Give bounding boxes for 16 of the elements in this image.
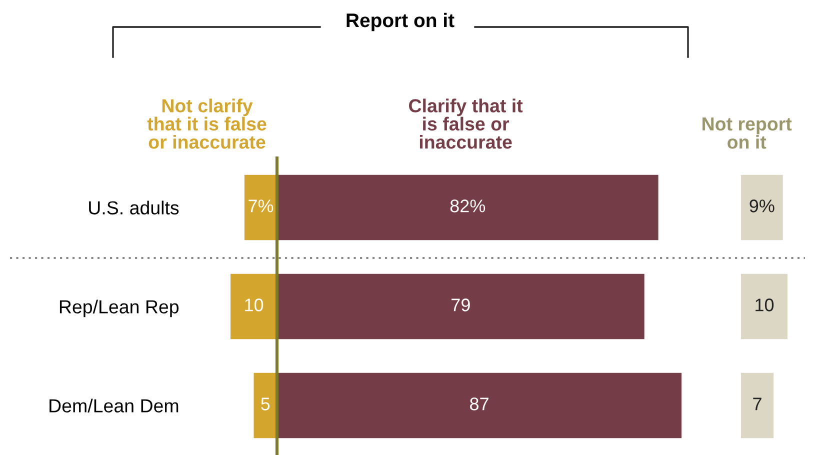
series-label: Not report on it [702, 117, 792, 149]
data-label: 87 [470, 398, 488, 410]
data-label: 10 [756, 298, 774, 312]
data-label: 7% [248, 200, 274, 212]
series-label: Clarify that it is false or inaccurate [409, 98, 523, 149]
data-label: 5 [261, 398, 270, 410]
y-tick-label: Dem/Lean Dem [50, 398, 178, 412]
chart-title: Report on it [346, 12, 454, 32]
series-label: Not clarify that it is false or inaccurate [147, 98, 266, 149]
data-label: 82% [450, 200, 486, 212]
y-tick-label: U.S. adults [89, 200, 179, 214]
data-label: 9% [750, 200, 774, 212]
data-label: 79 [452, 298, 470, 312]
data-label: 10 [245, 298, 264, 312]
data-label: 7 [753, 398, 762, 410]
y-tick-label: Rep/Lean Rep [60, 300, 179, 318]
